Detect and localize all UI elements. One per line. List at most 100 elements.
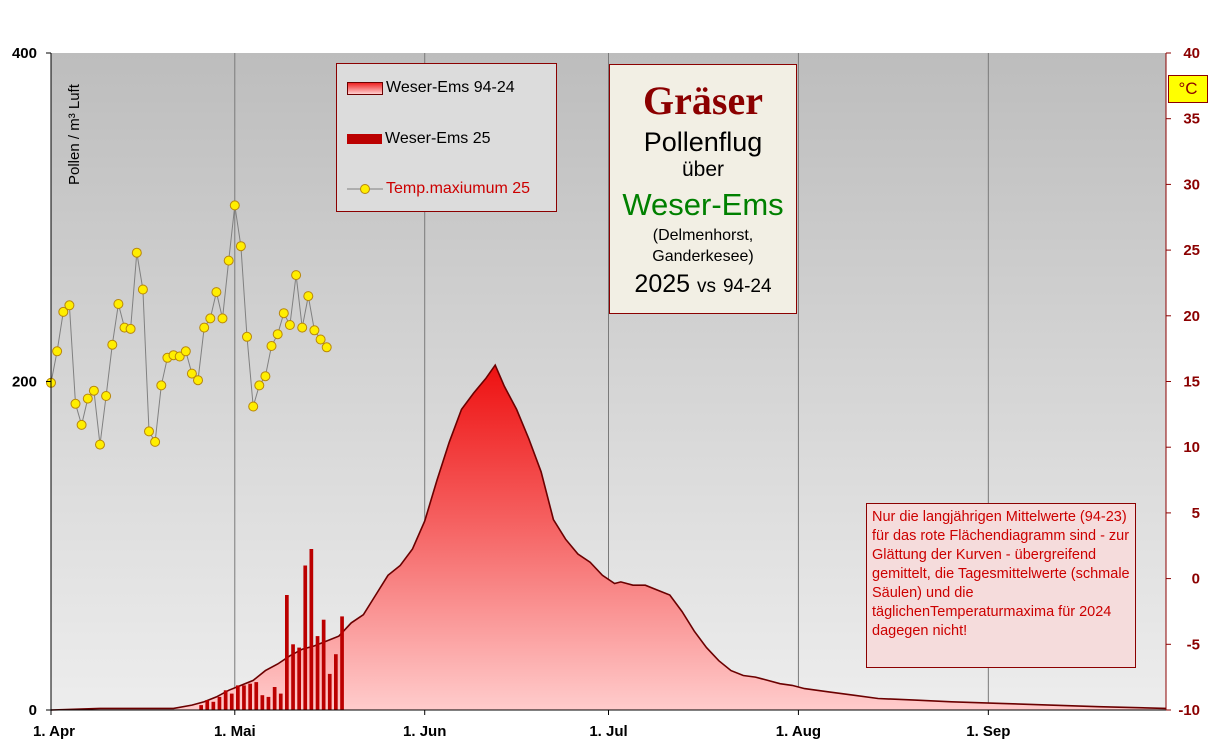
bar xyxy=(278,693,283,710)
bar xyxy=(199,705,203,710)
bar xyxy=(309,549,314,710)
bar-series-weser-ems-25 xyxy=(199,549,344,710)
temp-point xyxy=(291,270,302,281)
right-tick-label: 35 xyxy=(1183,111,1200,128)
x-tick-label: 1. Mai xyxy=(214,723,256,740)
legend: Weser-Ems 94-24 Weser-Ems 25 Temp.maxium… xyxy=(336,63,557,212)
temp-point xyxy=(150,436,161,447)
bar xyxy=(260,695,265,710)
legend-item-bar: Weser-Ems 25 xyxy=(347,130,491,148)
title-vs: vs xyxy=(697,276,716,297)
chart-title: Gräser xyxy=(643,78,763,123)
bar xyxy=(242,685,246,710)
temp-series-line xyxy=(50,205,328,445)
temp-point xyxy=(284,320,295,330)
bar xyxy=(303,565,308,710)
temperature-unit-badge: °C xyxy=(1168,75,1208,103)
right-tick-label: 5 xyxy=(1192,505,1200,522)
bar xyxy=(229,693,234,710)
temp-point xyxy=(125,323,136,334)
temp-point xyxy=(235,241,246,252)
temp-point xyxy=(52,346,63,357)
title-line-ueber: über xyxy=(681,158,725,181)
bar xyxy=(315,636,320,710)
right-tick-label: -5 xyxy=(1187,636,1200,653)
right-axis-ticks: -10 -5 0 5 10 15 20 25 30 35 40 xyxy=(1166,45,1200,719)
legend-bar-label: Weser-Ems 25 xyxy=(385,130,491,147)
temp-point xyxy=(58,306,69,317)
legend-area-label: Weser-Ems 94-24 xyxy=(386,79,515,96)
bar xyxy=(236,685,240,710)
temp-point xyxy=(278,308,289,319)
temp-point xyxy=(315,334,326,345)
temp-point xyxy=(82,393,93,404)
temp-point xyxy=(254,380,265,391)
temp-point xyxy=(248,401,259,412)
temp-point xyxy=(88,385,99,396)
temp-point xyxy=(107,339,118,350)
bar xyxy=(285,595,289,710)
title-location: (Delmenhorst, Ganderkesee) xyxy=(652,227,754,265)
title-line-pollenflug: Pollenflug xyxy=(643,127,763,157)
temp-point xyxy=(180,346,191,357)
temp-series-markers xyxy=(46,200,332,450)
temp-point xyxy=(309,325,320,336)
left-tick-label: 0 xyxy=(29,702,37,719)
legend-temp-label: Temp.maxiumum 25 xyxy=(386,180,531,197)
bar xyxy=(334,654,338,710)
temp-point xyxy=(113,299,124,309)
bar xyxy=(266,696,271,710)
temp-point xyxy=(131,247,142,258)
temp-point xyxy=(242,331,252,342)
bar xyxy=(297,647,301,710)
bar xyxy=(340,616,344,710)
temp-point xyxy=(144,426,154,437)
legend-area-swatch xyxy=(347,81,383,95)
temp-point xyxy=(156,380,167,391)
right-tick-label: 15 xyxy=(1183,374,1200,391)
temp-point xyxy=(205,313,216,324)
bar xyxy=(272,687,277,710)
right-tick-label: 30 xyxy=(1183,176,1200,193)
x-tick-label: 1. Sep xyxy=(966,723,1010,740)
bar xyxy=(248,683,252,710)
right-tick-label: 25 xyxy=(1183,242,1200,259)
temp-point xyxy=(76,419,87,430)
legend-temp-marker xyxy=(347,184,383,194)
temp-point xyxy=(211,287,222,298)
legend-bar-swatch xyxy=(347,134,382,144)
title-box: Gräser Pollenflug über Weser-Ems (Delmen… xyxy=(609,64,797,314)
bar xyxy=(217,696,222,710)
bar xyxy=(321,619,326,710)
bar xyxy=(223,690,228,710)
bar xyxy=(291,644,295,710)
temp-point xyxy=(199,322,210,333)
right-tick-label: 20 xyxy=(1183,308,1200,325)
right-tick-label: 40 xyxy=(1183,45,1200,62)
temp-point xyxy=(229,200,240,211)
temp-point xyxy=(321,342,332,353)
temp-point xyxy=(64,300,75,311)
area-series-outline xyxy=(50,363,1167,711)
left-tick-label: 200 xyxy=(12,374,37,391)
left-tick-label: 400 xyxy=(12,45,37,62)
temp-point xyxy=(223,255,234,266)
title-year-line: 2025 vs 94-24 xyxy=(610,269,796,302)
bar xyxy=(211,701,216,710)
right-tick-label: 10 xyxy=(1183,439,1200,456)
temp-point xyxy=(95,439,105,450)
temp-point xyxy=(101,391,112,401)
title-region: Weser-Ems xyxy=(622,187,784,222)
temp-point xyxy=(303,291,314,302)
x-tick-label: 1. Jul xyxy=(589,723,627,740)
temp-point xyxy=(137,284,148,295)
title-year: 2025 xyxy=(634,270,691,298)
legend-item-area: Weser-Ems 94-24 xyxy=(347,79,515,97)
bar xyxy=(205,700,210,710)
temp-point xyxy=(193,375,203,386)
x-axis-ticks: 1. Apr 1. Mai 1. Jun 1. Jul 1. Aug 1. Sep xyxy=(33,710,1010,740)
y-axis-label: Pollen / m³ Luft xyxy=(66,83,83,185)
right-tick-label: -10 xyxy=(1178,702,1200,719)
x-tick-label: 1. Jun xyxy=(403,723,446,740)
